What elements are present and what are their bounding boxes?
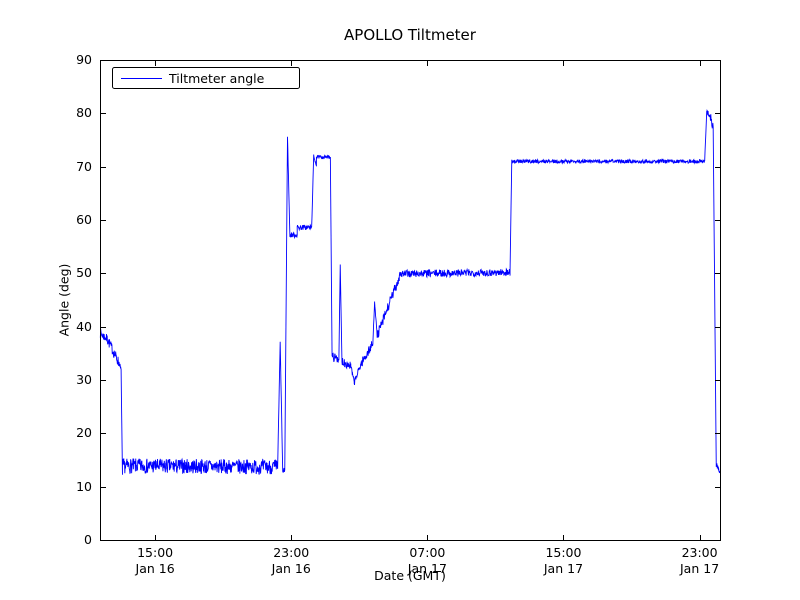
x-tick-time-label: 15:00 xyxy=(137,545,174,560)
tiltmeter-angle-line xyxy=(99,109,721,475)
x-tick-time-label: 23:00 xyxy=(681,545,718,560)
x-tick-date-label: Jan 16 xyxy=(135,561,175,576)
x-tick-date-label: Jan 17 xyxy=(407,561,447,576)
x-tick-time-label: 23:00 xyxy=(273,545,310,560)
chart-title: APOLLO Tiltmeter xyxy=(344,26,476,44)
y-tick-label: 90 xyxy=(76,52,92,67)
y-tick-label: 60 xyxy=(76,212,92,227)
x-tick-date-label: Jan 17 xyxy=(680,561,720,576)
y-tick-label: 40 xyxy=(76,318,92,334)
axis-ticks xyxy=(101,60,720,541)
x-tick-date-label: Jan 17 xyxy=(543,561,584,576)
y-tick-label: 80 xyxy=(76,105,92,121)
x-tick-time-label: 07:00 xyxy=(409,545,446,560)
legend-entry-label: Tiltmeter angle xyxy=(169,71,265,86)
plot-frame xyxy=(100,60,721,541)
y-tick-label: 70 xyxy=(76,158,92,174)
x-axis-label: Date (GMT) xyxy=(374,568,446,583)
x-tick-date-label: Jan 16 xyxy=(271,561,311,576)
x-tick-time-label: 15:00 xyxy=(545,545,582,560)
y-tick-label: 30 xyxy=(76,372,92,387)
y-tick-label: 0 xyxy=(84,532,92,547)
y-tick-label: 20 xyxy=(76,425,92,441)
y-tick-label: 10 xyxy=(76,478,92,494)
y-tick-label: 50 xyxy=(76,265,92,281)
legend-box xyxy=(112,67,300,89)
